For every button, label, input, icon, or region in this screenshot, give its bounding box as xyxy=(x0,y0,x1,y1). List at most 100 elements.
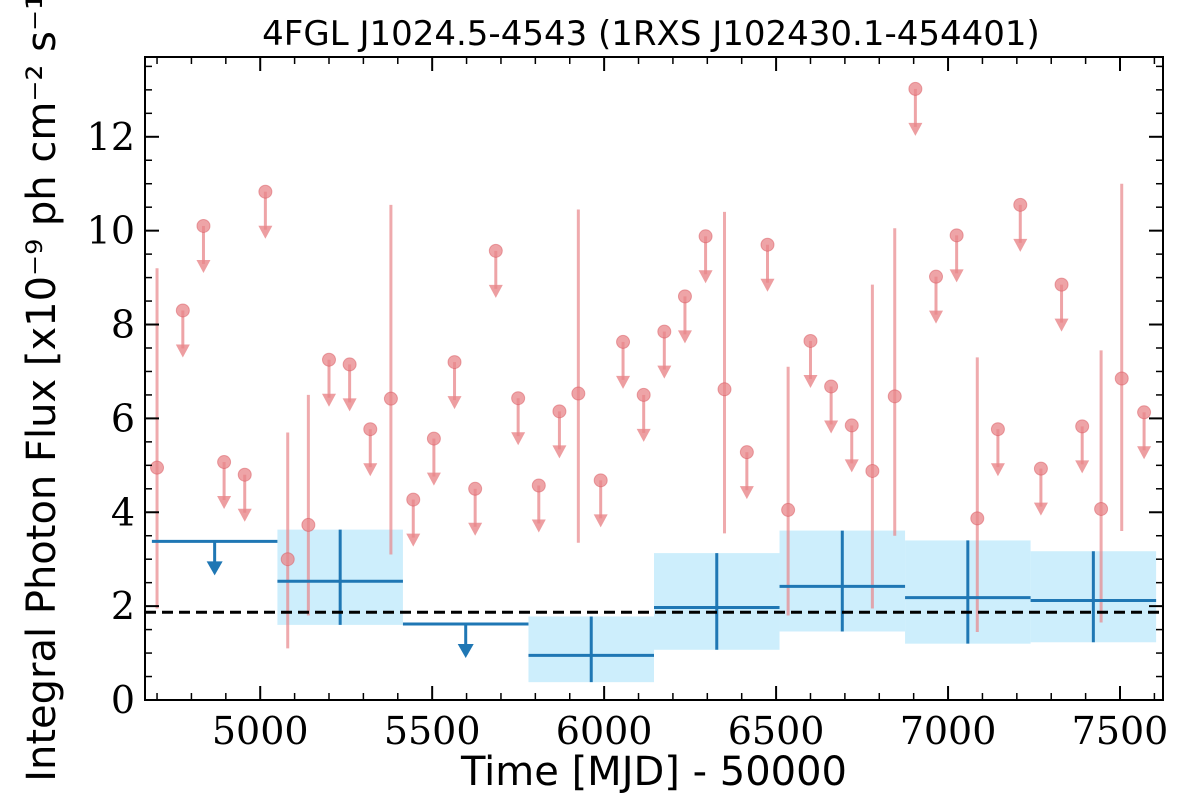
short-bin-upper-limit-point xyxy=(468,481,483,496)
short-bin-point xyxy=(1114,371,1129,386)
short-bin-upper-limit-point xyxy=(511,391,526,406)
y-tick-label: 8 xyxy=(111,303,135,347)
short-bin-upper-limit-point xyxy=(552,404,567,419)
short-bin-upper-limit-arrow xyxy=(468,522,483,536)
short-bin-upper-limit-arrow xyxy=(342,398,357,412)
short-bin-upper-limit-point xyxy=(908,81,923,96)
y-tick-label: 2 xyxy=(111,584,135,628)
short-bin-upper-limit-arrow xyxy=(531,519,546,533)
short-bin-upper-limit-arrow xyxy=(175,344,190,358)
short-bin-upper-limit-point xyxy=(363,422,378,437)
short-bin-upper-limit-arrow xyxy=(363,463,378,477)
short-bin-upper-limit-arrow xyxy=(406,533,421,547)
short-bin-upper-limit-arrow xyxy=(1054,318,1069,332)
short-bin-point xyxy=(865,463,880,478)
short-bin-upper-limit-point xyxy=(488,243,503,258)
short-bin-upper-limit-point xyxy=(739,445,754,460)
y-tick-label: 12 xyxy=(87,115,135,159)
short-bin-upper-limit-arrow xyxy=(803,374,818,388)
short-bin-upper-limit-point xyxy=(657,324,672,339)
short-bin-upper-limit-point xyxy=(636,387,651,402)
chart-title: 4FGL J1024.5-4543 (1RXS J102430.1-454401… xyxy=(262,14,1040,54)
short-bin-upper-limit-arrow xyxy=(1137,446,1152,460)
short-bin-upper-limit-arrow xyxy=(949,269,964,283)
short-bin-point xyxy=(571,386,586,401)
short-bin-upper-limit-point xyxy=(531,478,546,493)
short-bin-upper-limit-point xyxy=(593,473,608,488)
short-bin-upper-limit-point xyxy=(949,228,964,243)
short-bin-upper-limit-point xyxy=(677,289,692,304)
short-bin-point xyxy=(150,460,165,475)
x-tick-label: 5000 xyxy=(212,709,309,753)
y-axis-label: Integral Photon Flux [x10⁻⁹ ph cm⁻² s⁻¹] xyxy=(19,0,65,782)
short-bin-upper-limit-point xyxy=(824,379,839,394)
short-bin-upper-limit-arrow xyxy=(929,310,944,324)
short-bin-point xyxy=(301,517,316,532)
x-tick-label: 7500 xyxy=(1072,709,1169,753)
short-bin-point xyxy=(383,391,398,406)
short-bin-upper-limit-point xyxy=(1054,277,1069,292)
x-tick-label: 6500 xyxy=(728,709,825,753)
short-bin-upper-limit-arrow xyxy=(488,284,503,298)
short-bin-upper-limit-arrow xyxy=(321,393,336,407)
x-tick-label: 6000 xyxy=(556,709,653,753)
short-bin-upper-limit-arrow xyxy=(739,486,754,500)
short-bin-upper-limit-arrow xyxy=(760,278,775,292)
short-bin-upper-limit-point xyxy=(196,218,211,233)
short-bin-upper-limit-arrow xyxy=(1075,460,1090,474)
short-bin-upper-limit-arrow xyxy=(552,445,567,459)
short-bin-upper-limit-point xyxy=(258,184,273,199)
short-bin-upper-limit-arrow xyxy=(908,122,923,136)
short-bin-upper-limit-point xyxy=(1075,419,1090,434)
short-bin-upper-limit-point xyxy=(760,237,775,252)
short-bin-upper-limit-arrow xyxy=(258,225,273,239)
y-tick-label: 6 xyxy=(111,396,135,440)
short-bin-upper-limit-point xyxy=(698,229,713,244)
short-bin-upper-limit-point xyxy=(406,492,421,507)
short-bin-upper-limit-point xyxy=(217,455,232,470)
short-bin-upper-limit-point xyxy=(616,334,631,349)
short-bin-upper-limit-arrow xyxy=(593,514,608,528)
short-bin-upper-limit-point xyxy=(1013,197,1028,212)
short-bin-upper-limit-arrow xyxy=(1033,502,1048,516)
short-bin-upper-limit-arrow xyxy=(698,270,713,284)
short-bin-upper-limit-arrow xyxy=(657,365,672,379)
short-bin-point xyxy=(781,502,796,517)
short-bin-upper-limit-arrow xyxy=(196,259,211,273)
x-axis-label: Time [MJD] - 50000 xyxy=(460,749,847,795)
plot-frame xyxy=(144,56,1164,701)
plot-area xyxy=(145,81,1163,683)
short-bin-upper-limit-arrow xyxy=(511,432,526,446)
short-bin-point xyxy=(1094,501,1109,516)
short-bin-upper-limit-point xyxy=(175,303,190,318)
axes: 5000 5500 6000 6500 7000 7500 0 2 4 6 8 10 12 xyxy=(87,56,1169,753)
short-bin-upper-limit-point xyxy=(237,467,252,482)
long-bin-upper-limit-arrow xyxy=(206,561,223,576)
short-bin-upper-limit-arrow xyxy=(217,496,232,510)
short-bin-upper-limit-arrow xyxy=(616,375,631,389)
x-tick-label: 7000 xyxy=(900,709,997,753)
short-bin-upper-limit-point xyxy=(990,422,1005,437)
long-bin-upper-limit-arrow xyxy=(457,643,474,658)
short-bin-upper-limit-arrow xyxy=(426,472,441,486)
y-tick-label: 0 xyxy=(111,678,135,722)
short-bin-upper-limit-point xyxy=(929,269,944,284)
short-bin-upper-limit-arrow xyxy=(990,463,1005,477)
short-bin-upper-limit-arrow xyxy=(1013,238,1028,252)
short-bin-point xyxy=(970,511,985,526)
short-bin-upper-limit-arrow xyxy=(636,428,651,442)
short-bin-upper-limit-point xyxy=(844,418,859,433)
short-bin-upper-limit-point xyxy=(1033,461,1048,476)
short-bin-upper-limit-arrow xyxy=(237,508,252,522)
short-bin-upper-limit-point xyxy=(321,352,336,367)
short-bin-point xyxy=(717,382,732,397)
short-bin-upper-limit-point xyxy=(342,357,357,372)
y-tick-label: 4 xyxy=(111,490,135,534)
short-bin-upper-limit-arrow xyxy=(447,396,462,410)
short-bin-upper-limit-point xyxy=(447,355,462,370)
x-tick-label: 5500 xyxy=(384,709,481,753)
y-tick-label: 10 xyxy=(87,209,135,253)
short-bin-point xyxy=(887,389,902,404)
short-bin-point xyxy=(280,552,295,567)
